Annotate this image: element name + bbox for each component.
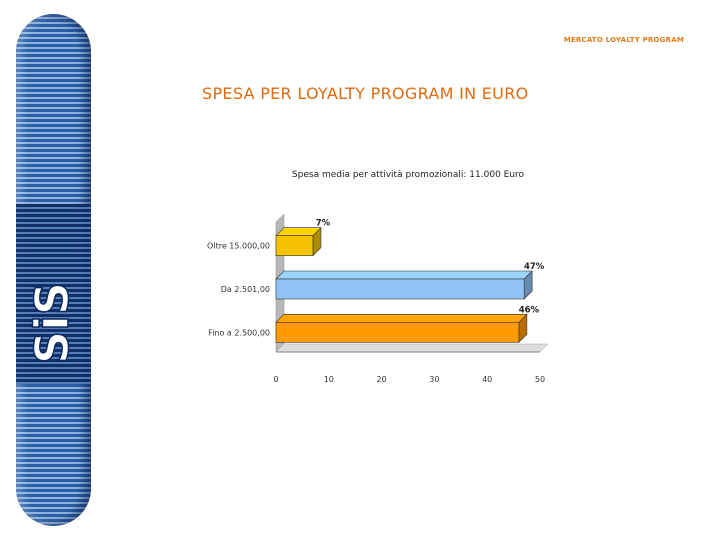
x-tick-label: 40 (482, 375, 492, 384)
x-tick-label: 0 (273, 375, 278, 384)
bar (275, 322, 520, 343)
x-tick-label: 50 (535, 375, 545, 384)
sidebar-dark-band (16, 204, 91, 384)
x-tick-label: 30 (429, 375, 439, 384)
sidebar-decoration (16, 14, 91, 526)
bar (275, 235, 314, 256)
bar-chart: Spesa media per attività promozionali: 1… (207, 170, 549, 384)
header-label: MERCATO LOYALTY PROGRAM (563, 36, 684, 44)
chart-floor (275, 343, 549, 353)
page-title: SPESA PER LOYALTY PROGRAM IN EURO (202, 84, 529, 103)
logo-text: SiS (25, 282, 79, 364)
category-label: Fino a 2.500,00 (208, 328, 270, 337)
data-label: 46% (519, 305, 540, 315)
data-label: 7% (316, 219, 331, 229)
category-label: Da 2.501,00 (221, 285, 270, 294)
data-label: 47% (524, 262, 545, 272)
bar-top (275, 270, 533, 280)
x-tick-label: 20 (377, 375, 387, 384)
chart-title: Spesa media per attività promozionali: 1… (292, 170, 525, 180)
category-label: Oltre 15.000,00 (207, 242, 270, 251)
sis-logo-icon: SiS (24, 281, 80, 365)
bar (275, 278, 525, 300)
x-tick-label: 10 (324, 375, 334, 384)
bar-top (275, 314, 528, 323)
